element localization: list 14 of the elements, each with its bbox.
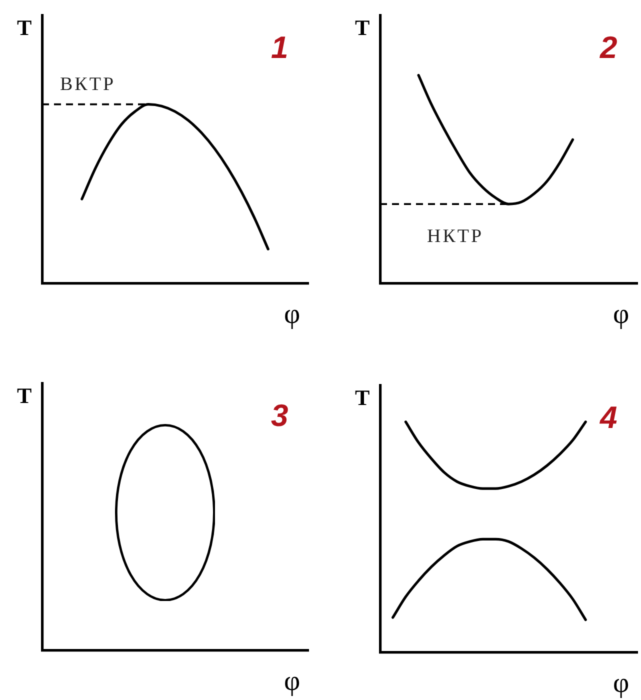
ref-line-label: ВКТР xyxy=(60,74,116,96)
chart-title: 2 xyxy=(600,30,618,65)
chart-title: 4 xyxy=(600,400,618,435)
text: T xyxy=(17,383,32,408)
chart-title: 1 xyxy=(271,30,288,65)
y-axis-title: T xyxy=(355,15,370,40)
ref-line-label: НКТР xyxy=(427,226,484,248)
x-axis-title: φ xyxy=(613,299,630,330)
y-axis-title: T xyxy=(355,385,370,410)
text: 3 xyxy=(271,398,288,433)
x-axis-title: φ xyxy=(284,299,300,330)
y-axis-title: T xyxy=(17,15,32,40)
text: φ xyxy=(284,666,300,697)
x-axis-title: φ xyxy=(613,668,630,699)
